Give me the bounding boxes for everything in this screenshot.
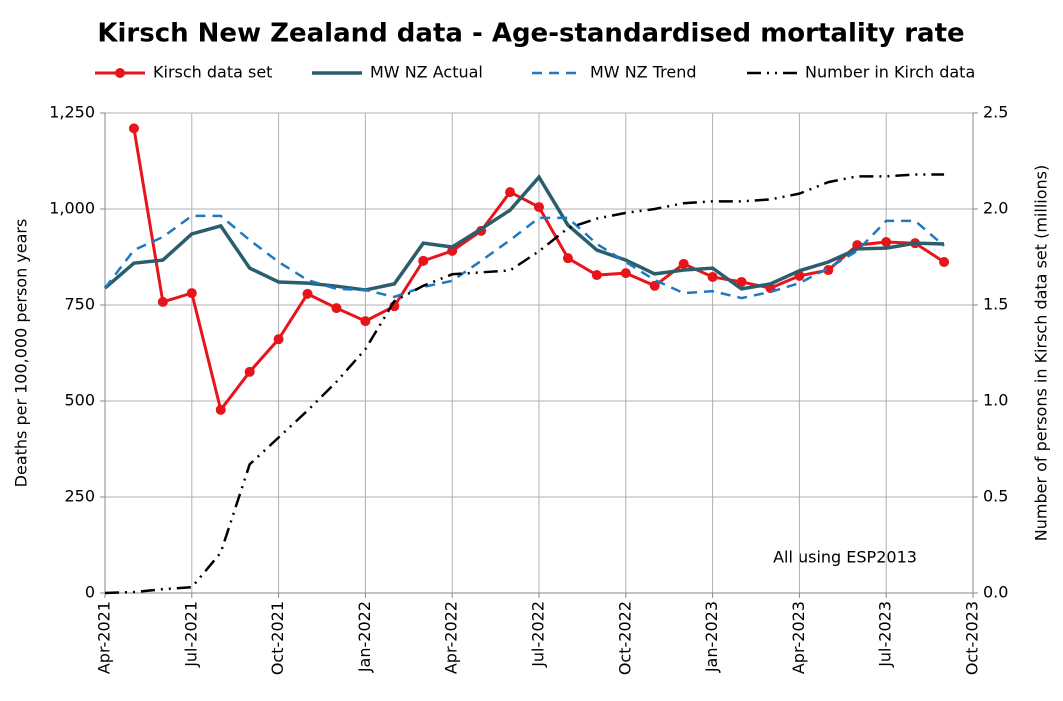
data-point	[562, 253, 573, 264]
y-tick-label: 0	[85, 583, 95, 602]
series-line	[104, 214, 945, 300]
data-point	[881, 237, 892, 248]
data-point	[418, 255, 429, 266]
x-tick-label: Jan-2022	[355, 601, 374, 673]
y2-axis-label: Number of persons in Kirsch data set (mi…	[1032, 165, 1051, 541]
x-tick-label: Jan-2023	[702, 601, 721, 673]
data-point	[215, 404, 226, 415]
y2-tick-label: 1.0	[983, 391, 1008, 410]
legend-label: MW NZ Actual	[370, 63, 483, 82]
data-point	[302, 288, 313, 299]
x-tick-label: Apr-2021	[95, 601, 114, 674]
x-tick-label: Oct-2021	[268, 601, 287, 675]
data-point	[186, 288, 197, 299]
data-point	[360, 316, 371, 327]
data-point	[591, 270, 602, 281]
data-point	[707, 271, 718, 282]
x-tick-label: Jul-2023	[876, 601, 895, 668]
y2-tick-label: 1.5	[983, 295, 1008, 314]
data-point	[331, 303, 342, 314]
series-line	[104, 173, 945, 595]
y2-tick-label: 0.0	[983, 583, 1008, 602]
legend-label: MW NZ Trend	[590, 63, 697, 82]
y-tick-label: 750	[64, 295, 95, 314]
data-point	[620, 268, 631, 279]
legend-label: Kirsch data set	[153, 63, 272, 82]
y-axis-label: Deaths per 100,000 person years	[12, 219, 31, 488]
y-tick-label: 500	[64, 391, 95, 410]
data-point	[128, 123, 139, 134]
data-point	[273, 334, 284, 345]
data-point	[244, 366, 255, 377]
data-point	[505, 187, 516, 198]
series-line	[103, 174, 945, 292]
data-point	[678, 258, 689, 269]
data-point	[649, 280, 660, 291]
x-tick-label: Jul-2022	[529, 601, 548, 668]
annotation: All using ESP2013	[773, 548, 917, 567]
data-point	[534, 202, 544, 213]
x-tick-label: Oct-2022	[615, 601, 634, 675]
data-point	[939, 256, 950, 267]
x-tick-label: Jul-2021	[181, 601, 200, 668]
legend-marker	[115, 68, 125, 78]
chart-title: Kirsch New Zealand data - Age-standardis…	[97, 19, 964, 49]
x-tick-label: Apr-2023	[789, 601, 808, 674]
legend-label: Number in Kirch data	[805, 63, 975, 82]
x-tick-label: Oct-2023	[963, 601, 982, 675]
data-point	[823, 265, 834, 276]
y2-tick-label: 2.5	[983, 103, 1008, 122]
y2-tick-label: 2.0	[983, 199, 1008, 218]
y-tick-label: 1,250	[49, 103, 95, 122]
y2-tick-label: 0.5	[983, 487, 1008, 506]
data-point	[157, 296, 168, 307]
x-tick-label: Apr-2022	[442, 601, 461, 674]
y-tick-label: 1,000	[49, 199, 95, 218]
y-tick-label: 250	[64, 487, 95, 506]
data-point	[736, 276, 747, 287]
